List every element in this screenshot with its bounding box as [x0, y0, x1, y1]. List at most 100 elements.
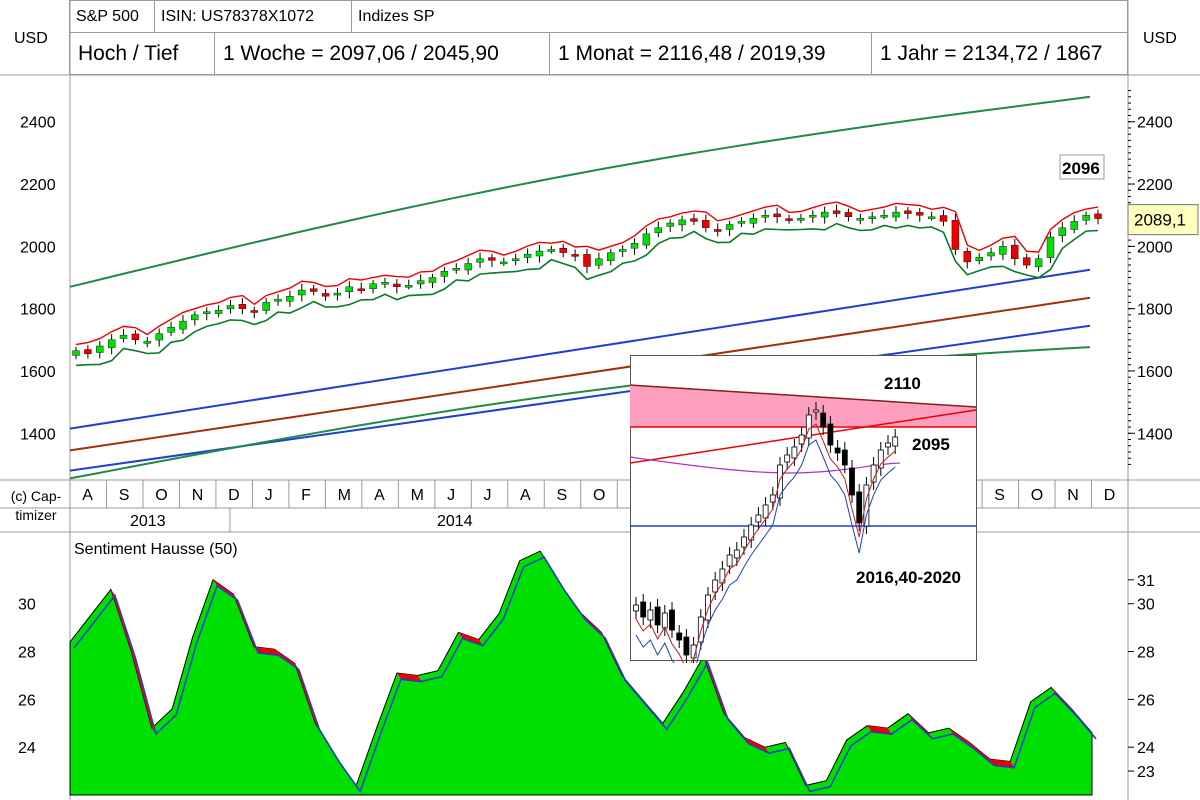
- candle: [155, 333, 163, 341]
- y-tick-label-right: 1400: [1137, 426, 1173, 443]
- channel-top-line: [69, 95, 1091, 288]
- candle: [547, 249, 555, 252]
- candle: [1058, 227, 1067, 236]
- candle: [785, 218, 793, 221]
- candle: [666, 222, 674, 227]
- candle: [167, 327, 175, 333]
- candle: [191, 314, 199, 321]
- candle: [797, 218, 805, 221]
- candle: [892, 211, 900, 218]
- resistance-step-line: [75, 201, 1099, 346]
- month-label: F: [301, 487, 311, 504]
- candle: [393, 283, 401, 287]
- candle: [262, 302, 270, 311]
- candle: [500, 261, 508, 265]
- inset-candle: [669, 609, 675, 631]
- inset-candle: [705, 594, 711, 621]
- annotation-2096: 2096: [1062, 159, 1100, 178]
- month-label: M: [411, 487, 424, 504]
- candle: [405, 285, 413, 288]
- candle: [559, 247, 567, 253]
- inset-chart: 2110 2095 2016,40-2020: [630, 355, 977, 663]
- inset-candle: [877, 449, 884, 469]
- copyright-label: (c) Cap- timizer: [10, 488, 62, 523]
- month-label: A: [82, 487, 93, 504]
- candle: [761, 214, 769, 218]
- y-tick-label-left: 1800: [20, 302, 56, 319]
- inset-candle: [661, 612, 668, 629]
- candle: [583, 254, 591, 267]
- month-label: J: [447, 487, 455, 504]
- inset-label-2095: 2095: [912, 435, 950, 454]
- candle: [202, 311, 211, 314]
- candle: [310, 288, 318, 292]
- candle: [939, 215, 948, 222]
- sentiment-title: Sentiment Hausse (50): [74, 541, 238, 558]
- month-range: 1 Monat = 2116,48 / 2019,39: [549, 32, 872, 75]
- candle: [1094, 213, 1102, 219]
- candle: [345, 286, 353, 292]
- candle: [571, 254, 579, 257]
- sentiment-y-label-left: 28: [18, 645, 36, 662]
- candle: [1034, 258, 1043, 268]
- inset-candle: [748, 524, 755, 541]
- inset-candle: [798, 434, 805, 445]
- year-label: 2013: [130, 513, 166, 530]
- sentiment-y-label-left: 24: [18, 740, 36, 757]
- candle: [476, 258, 484, 263]
- month-label: D: [1104, 487, 1116, 504]
- candle: [1082, 214, 1090, 221]
- inset-candle: [813, 409, 819, 413]
- month-label: A: [520, 487, 531, 504]
- symbol-name: S&P 500: [69, 0, 155, 33]
- candle: [523, 253, 532, 258]
- inset-candle: [849, 467, 855, 496]
- candle: [286, 296, 294, 302]
- inset-candle: [820, 412, 827, 428]
- candle: [737, 221, 746, 224]
- sentiment-y-label-left: 26: [18, 692, 36, 709]
- candle: [274, 299, 282, 302]
- inset-label-2110: 2110: [884, 374, 921, 393]
- candle: [856, 218, 864, 221]
- inset-candle: [633, 604, 639, 612]
- month-label: S: [557, 487, 568, 504]
- y-tick-label-right: 2400: [1137, 115, 1173, 132]
- inset-candle: [712, 579, 719, 593]
- inset-candle: [841, 449, 848, 466]
- year-label: 2014: [437, 513, 473, 530]
- candle: [725, 224, 734, 230]
- candle: [821, 211, 829, 218]
- candle: [880, 214, 888, 218]
- candle: [963, 251, 971, 263]
- candle: [369, 283, 377, 289]
- inset-fast-ma: [635, 423, 896, 663]
- candle: [619, 249, 627, 252]
- candle: [238, 304, 247, 309]
- trailing-stop-line: [75, 222, 1099, 367]
- candle: [595, 258, 603, 266]
- y-tick-label-left: 1600: [20, 364, 56, 381]
- sentiment-y-label-right: 23: [1137, 764, 1155, 781]
- sentiment-y-label-right: 30: [1137, 597, 1155, 614]
- candle: [702, 219, 710, 228]
- candle: [440, 271, 449, 277]
- candle: [107, 339, 116, 349]
- inset-candle: [647, 609, 654, 621]
- candle: [428, 277, 437, 283]
- candle: [321, 293, 330, 297]
- month-label: M: [338, 487, 351, 504]
- sentiment-y-label-right: 26: [1137, 692, 1155, 709]
- candle: [96, 345, 104, 353]
- month-label: S: [119, 487, 130, 504]
- inset-candle: [719, 568, 726, 584]
- candle: [654, 227, 662, 233]
- y-tick-label-right: 2000: [1137, 239, 1173, 256]
- last-price-box: [1127, 204, 1199, 236]
- sentiment-signal-line: [73, 556, 1097, 794]
- index-name: Indizes SP: [351, 0, 1128, 33]
- candle: [464, 263, 472, 271]
- y-tick-label-right: 1800: [1137, 302, 1173, 319]
- inset-candle: [777, 464, 783, 499]
- candle: [1070, 221, 1078, 230]
